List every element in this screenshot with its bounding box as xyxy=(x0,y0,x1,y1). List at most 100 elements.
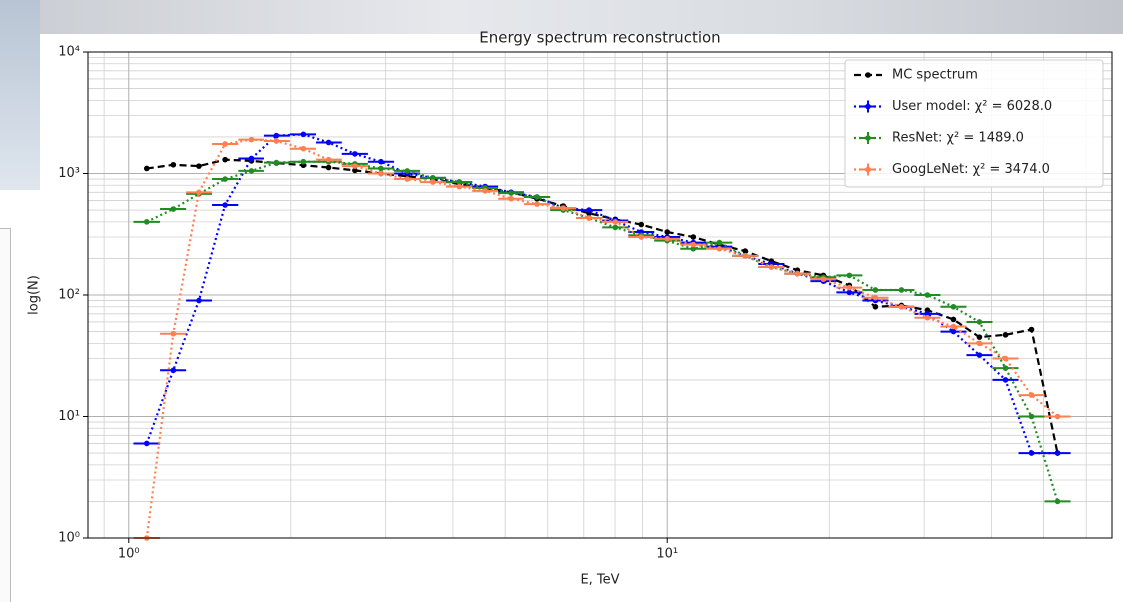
point xyxy=(950,303,957,310)
point xyxy=(976,334,983,340)
plot-area xyxy=(133,131,1071,541)
point xyxy=(222,202,228,208)
point xyxy=(170,330,177,337)
point xyxy=(325,164,332,171)
point xyxy=(300,145,307,152)
point xyxy=(612,224,619,231)
point xyxy=(690,241,697,248)
point xyxy=(690,246,697,252)
point xyxy=(950,323,957,330)
point xyxy=(534,194,540,200)
point xyxy=(924,314,931,321)
series-line xyxy=(145,138,1059,539)
point xyxy=(1054,450,1061,456)
point xyxy=(430,179,436,185)
point xyxy=(170,367,177,374)
legend-label: GoogLeNet: χ² = 3474.0 xyxy=(892,162,1050,177)
point xyxy=(846,272,853,279)
point xyxy=(1028,450,1035,456)
point xyxy=(378,158,384,165)
point xyxy=(300,158,307,165)
point xyxy=(352,151,358,157)
point xyxy=(898,287,905,293)
point xyxy=(586,215,592,221)
point xyxy=(898,303,905,310)
point xyxy=(1028,326,1035,333)
point xyxy=(872,303,879,310)
chart-title: Energy spectrum reconstruction xyxy=(479,29,720,47)
point xyxy=(716,246,723,252)
point xyxy=(846,284,853,291)
point xyxy=(196,297,202,304)
point xyxy=(768,264,775,270)
point xyxy=(222,176,228,182)
point xyxy=(638,221,645,228)
point xyxy=(716,239,723,246)
point xyxy=(1002,377,1009,383)
point xyxy=(248,136,255,143)
point xyxy=(300,131,307,138)
point xyxy=(222,156,228,163)
point xyxy=(430,175,436,181)
legend-label: User model: χ² = 6028.0 xyxy=(892,99,1052,114)
legend-label: ResNet: χ² = 1489.0 xyxy=(892,131,1024,146)
point xyxy=(248,155,255,162)
point xyxy=(950,316,957,323)
point xyxy=(456,179,463,185)
legend-box xyxy=(844,59,1104,188)
point xyxy=(924,311,931,317)
point xyxy=(273,159,280,166)
point xyxy=(352,163,358,169)
y-tick-label: 10³ xyxy=(58,166,80,181)
point xyxy=(508,190,514,196)
point xyxy=(378,170,384,177)
point xyxy=(742,253,749,259)
point xyxy=(586,207,592,213)
point xyxy=(1002,332,1009,338)
point xyxy=(742,248,749,254)
point xyxy=(143,219,150,225)
legend-label: MC spectrum xyxy=(892,68,978,83)
point xyxy=(456,183,463,190)
point xyxy=(170,206,177,212)
point xyxy=(352,167,358,174)
point xyxy=(820,276,827,282)
point xyxy=(664,229,671,235)
point xyxy=(846,289,853,296)
y-tick-label: 10¹ xyxy=(58,409,80,424)
point xyxy=(976,340,983,347)
background-blur xyxy=(0,0,1123,34)
y-tick-label: 10² xyxy=(58,288,80,303)
point xyxy=(1002,365,1009,371)
point xyxy=(508,195,514,202)
point xyxy=(325,156,332,163)
point xyxy=(170,161,177,168)
x-axis-label: E, TeV xyxy=(580,573,619,588)
legend-marker xyxy=(865,72,871,78)
point xyxy=(872,287,879,293)
point xyxy=(1028,413,1035,420)
y-tick-label: 10⁰ xyxy=(58,531,80,546)
point xyxy=(196,163,202,169)
point xyxy=(638,234,645,240)
point xyxy=(222,141,228,147)
point xyxy=(924,292,931,298)
point xyxy=(664,236,671,242)
point xyxy=(612,219,619,225)
x-tick-label: 10¹ xyxy=(656,547,678,562)
y-tick-label: 10⁴ xyxy=(58,45,80,60)
legend: MC spectrum User model: χ² = 6028.0 ResNet… xyxy=(844,59,1104,188)
point xyxy=(273,132,280,139)
background-blur xyxy=(0,0,40,190)
point xyxy=(976,352,983,358)
point xyxy=(404,168,411,174)
x-tick-label: 10⁰ xyxy=(118,547,140,562)
point xyxy=(560,205,567,211)
point xyxy=(872,294,879,301)
point xyxy=(1054,498,1061,505)
point xyxy=(976,319,983,325)
point xyxy=(690,234,697,240)
background-panel xyxy=(0,228,11,602)
